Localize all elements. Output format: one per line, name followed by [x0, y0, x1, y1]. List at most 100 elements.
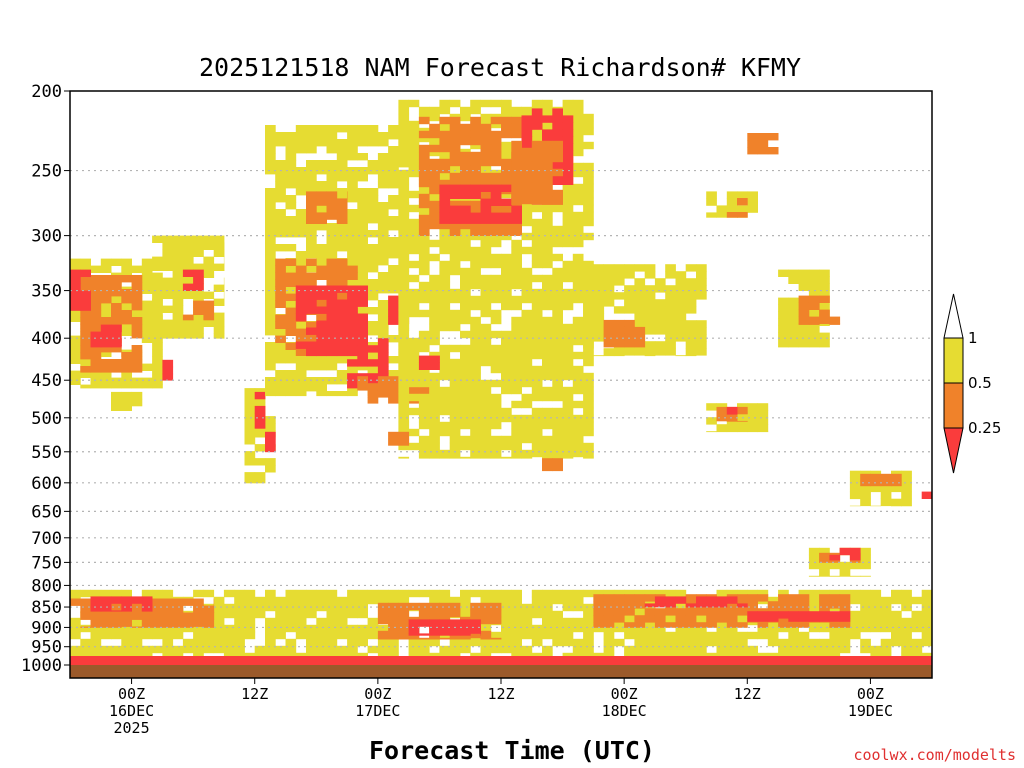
ri-cell — [583, 631, 594, 640]
ri-cell — [388, 153, 399, 161]
ri-cell — [583, 271, 594, 279]
ri-cell — [357, 174, 368, 182]
ri-cell — [501, 274, 512, 283]
ri-cell — [295, 174, 307, 182]
ri-cell — [531, 393, 543, 402]
ri-cell — [460, 184, 471, 192]
ri-cell — [521, 309, 533, 318]
ri-cell — [398, 328, 410, 336]
ri-cell — [470, 246, 481, 255]
ri-cell — [501, 596, 512, 605]
ri-cell — [501, 656, 512, 664]
ri-cell — [398, 337, 410, 346]
ri-cell — [357, 589, 368, 598]
ri-cell — [788, 297, 799, 305]
ri-cell — [244, 589, 256, 598]
ri-cell — [203, 605, 215, 613]
ri-cell — [439, 589, 451, 598]
ri-cell — [839, 631, 851, 640]
ri-cell — [603, 663, 615, 666]
ri-cell — [654, 638, 666, 647]
ri-cell — [737, 608, 748, 616]
ri-cell — [665, 596, 676, 604]
ri-cell — [131, 359, 143, 367]
ri-region-orange — [726, 198, 748, 218]
ri-cell — [347, 645, 358, 654]
ri-cell — [377, 181, 389, 189]
ri-cell — [162, 333, 174, 339]
ri-cell — [480, 260, 492, 269]
ri-cell — [388, 637, 399, 640]
ri-cell — [449, 428, 461, 437]
ri-cell — [521, 456, 533, 459]
ri-cell — [418, 179, 430, 188]
ri-cell — [552, 656, 563, 664]
ri-cell — [367, 663, 379, 666]
ri-cell — [583, 320, 594, 328]
ri-cell — [562, 624, 574, 633]
ri-cell — [511, 123, 522, 132]
ri-cell — [70, 617, 81, 626]
ri-cell — [737, 589, 748, 598]
ri-cell — [757, 611, 769, 619]
ri-cell — [162, 305, 174, 313]
ri-cell — [377, 202, 389, 210]
ri-cell — [347, 363, 358, 371]
ri-cell — [70, 598, 81, 606]
x-tick-label: 16DEC — [109, 702, 154, 720]
ri-cell — [624, 622, 635, 628]
ri-cell — [747, 140, 758, 148]
ri-cell — [244, 624, 256, 633]
ri-cell — [193, 283, 204, 291]
ri-cell — [162, 619, 174, 627]
ri-cell — [367, 202, 379, 210]
ri-cell — [121, 603, 132, 611]
ri-cell — [798, 656, 810, 664]
ri-cell — [388, 132, 399, 140]
ri-cell — [737, 191, 748, 199]
ri-cell — [726, 198, 738, 206]
ri-cell — [439, 626, 451, 634]
ri-cell — [624, 292, 635, 300]
ri-cell — [418, 106, 430, 115]
y-tick-label: 850 — [31, 598, 62, 618]
ri-cell — [449, 449, 461, 458]
ri-cell — [665, 645, 676, 654]
ri-cell — [808, 645, 820, 654]
ri-cell — [460, 253, 471, 262]
ri-cell — [80, 356, 91, 364]
ri-cell — [613, 348, 625, 356]
ri-cell — [521, 323, 533, 332]
ri-cell — [203, 589, 215, 598]
ri-cell — [275, 342, 286, 350]
ri-cell — [542, 617, 553, 626]
ri-cell — [911, 596, 923, 605]
ri-cell — [449, 386, 461, 395]
credit-link[interactable]: coolwx.com/modelts — [853, 746, 1016, 764]
ri-cell — [798, 638, 810, 647]
ri-cell — [531, 407, 543, 416]
ri-cell — [439, 393, 451, 402]
ri-region-red — [70, 269, 91, 311]
ri-cell — [531, 246, 543, 255]
ri-cell — [460, 358, 471, 367]
ri-cell — [531, 134, 543, 143]
ri-cell — [449, 316, 461, 325]
x-tick-label: 12Z — [734, 685, 761, 703]
ri-cell — [429, 172, 440, 181]
ri-cell — [418, 637, 430, 640]
ri-cell — [162, 373, 174, 381]
ri-cell — [316, 272, 327, 280]
ri-cell — [90, 352, 102, 360]
ri-cell — [911, 624, 923, 633]
ri-cell — [829, 631, 841, 640]
ri-cell — [152, 631, 163, 640]
ri-cell — [542, 386, 553, 395]
legend-label: 1 — [968, 329, 978, 347]
ri-cell — [891, 663, 902, 666]
ri-cell — [398, 120, 410, 129]
ri-cell — [531, 428, 543, 437]
ri-cell — [911, 656, 923, 664]
ri-cell — [347, 146, 358, 154]
ri-cell — [408, 337, 420, 346]
